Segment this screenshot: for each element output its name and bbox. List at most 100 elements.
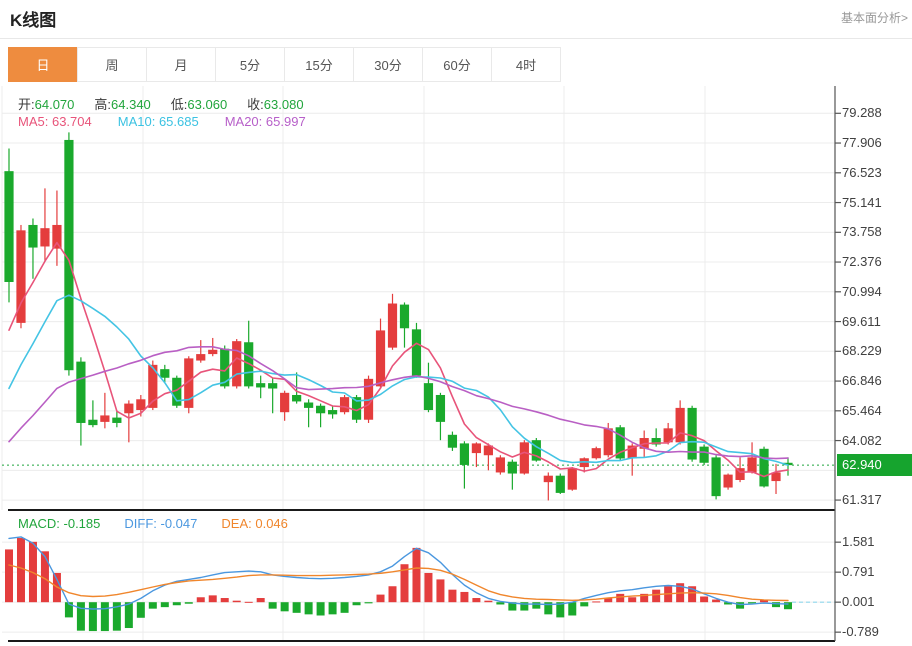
macd-hist-bar — [712, 599, 721, 603]
candle-body — [483, 445, 493, 456]
macd-hist-bar — [76, 602, 85, 631]
candle-body — [148, 364, 158, 408]
macd-info-row: MACD: -0.185 DIFF: -0.047 DEA: 0.046 — [18, 516, 312, 531]
fundamental-analysis-link[interactable]: 基本面分析> — [840, 11, 908, 25]
macd-hist-bar — [628, 597, 637, 603]
macd-hist-bar — [736, 602, 745, 609]
macd-hist-bar — [448, 589, 457, 603]
tab-period-7[interactable]: 4时 — [491, 47, 561, 82]
macd-hist-bar — [616, 593, 625, 603]
candle-body — [208, 349, 218, 355]
macd-hist-bar — [328, 602, 337, 615]
ma-info-row: MA5: 63.704 MA10: 65.685 MA20: 65.997 — [18, 114, 332, 129]
candle-body — [100, 415, 110, 422]
y-axis-label: 77.906 — [842, 135, 882, 151]
candle-body — [172, 377, 182, 406]
candle-body — [543, 475, 553, 483]
macd-hist-bar — [160, 602, 169, 608]
ma10-value: MA10: 65.685 — [117, 114, 199, 129]
page-title: K线图 — [10, 11, 57, 30]
tab-period-0[interactable]: 日 — [8, 47, 78, 82]
macd-hist-bar — [412, 547, 421, 603]
macd-hist-bar — [5, 549, 13, 603]
candle-body — [723, 474, 733, 488]
macd-hist-bar — [580, 602, 589, 607]
y-axis-label: 69.611 — [842, 313, 881, 329]
y-axis-label: 61.317 — [842, 492, 882, 508]
macd-hist-bar — [340, 602, 349, 613]
macd-hist-bar — [556, 602, 565, 618]
macd-value: MACD: -0.185 — [18, 516, 101, 531]
candle-body — [567, 468, 577, 490]
macd-hist-bar — [88, 602, 97, 632]
candle-body — [579, 458, 589, 468]
candle-body — [759, 448, 769, 487]
macd-hist-bar — [268, 602, 277, 609]
macd-hist-bar — [244, 601, 253, 603]
y-axis-label: 79.288 — [842, 105, 882, 121]
candle-body — [327, 410, 338, 415]
candle-body — [507, 461, 517, 474]
candle-body — [28, 224, 38, 248]
macd-hist-bar — [700, 596, 709, 603]
tab-period-5[interactable]: 30分 — [353, 47, 423, 82]
candle-body — [771, 472, 781, 482]
macd-hist-bar — [220, 598, 229, 603]
candle-body — [375, 330, 386, 387]
current-price-badge: 62.940 — [837, 454, 912, 477]
y-axis-label: -0.789 — [842, 624, 879, 640]
macd-hist-bar — [604, 598, 613, 603]
macd-hist-bar — [520, 602, 529, 611]
candle-body — [411, 329, 422, 376]
macd-hist-bar — [388, 586, 397, 603]
candle-body — [112, 417, 122, 423]
candle-body — [519, 442, 529, 474]
macd-hist-bar — [508, 602, 517, 611]
macd-hist-bar — [196, 597, 205, 603]
tab-period-6[interactable]: 60分 — [422, 47, 492, 82]
candle-body — [783, 462, 793, 466]
y-axis-label: 68.229 — [842, 343, 882, 359]
macd-hist-bar — [688, 586, 697, 603]
macd-hist-bar — [376, 594, 385, 603]
candle-body — [76, 361, 86, 423]
tab-period-4[interactable]: 15分 — [284, 47, 354, 82]
y-axis-label: 0.791 — [842, 564, 875, 580]
macd-hist-bar — [172, 602, 181, 606]
candle-body — [435, 394, 446, 422]
candle-body — [184, 358, 194, 408]
y-axis-label: 66.846 — [842, 373, 882, 389]
tab-period-1[interactable]: 周 — [77, 47, 147, 82]
macd-hist-bar — [436, 579, 445, 603]
candle-body — [196, 354, 206, 361]
macd-hist-bar — [652, 589, 661, 603]
macd-hist-bar — [544, 602, 553, 615]
dea-line — [8, 564, 789, 602]
candle-body — [699, 446, 709, 463]
y-axis-label: 73.758 — [842, 224, 882, 240]
ma5-value: MA5: 63.704 — [18, 114, 92, 129]
candle-body — [747, 457, 757, 473]
tab-period-3[interactable]: 5分 — [215, 47, 285, 82]
macd-hist-bar — [148, 602, 157, 609]
macd-hist-bar — [364, 602, 373, 604]
macd-hist-bar — [16, 538, 25, 603]
candle-body — [292, 394, 302, 402]
macd-hist-bar — [40, 551, 49, 603]
macd-hist-bar — [424, 572, 433, 603]
ohlc-high: 高:64.340 — [94, 97, 151, 112]
candle-body — [256, 383, 266, 388]
candle-body — [52, 224, 62, 249]
tab-period-2[interactable]: 月 — [146, 47, 216, 82]
ma10-line — [8, 294, 789, 466]
dea-value: DEA: 0.046 — [221, 516, 288, 531]
y-axis-label: 76.523 — [842, 164, 882, 180]
candle-body — [615, 427, 625, 459]
diff-value: DIFF: -0.047 — [124, 516, 198, 531]
candle-body — [399, 304, 410, 329]
candle-body — [735, 468, 745, 480]
y-axis-label: 1.581 — [842, 534, 875, 550]
macd-hist-bar — [724, 602, 733, 605]
candle-body — [160, 369, 170, 378]
